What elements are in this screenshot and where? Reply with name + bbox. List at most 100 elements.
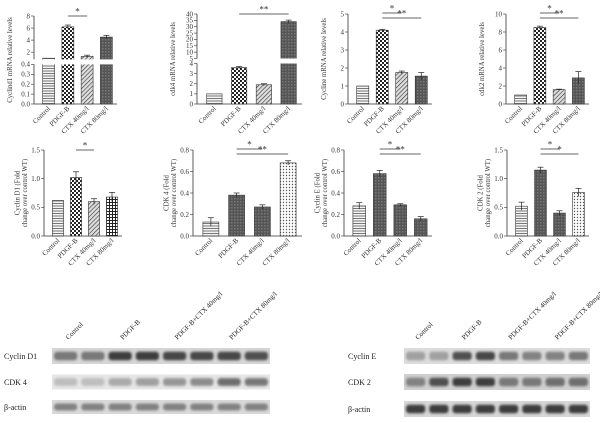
y-axis-label-line: CDK 2 (Fold [477,174,484,210]
y-tick-label: 0.2 [21,81,30,89]
y-tick-label: 0 [341,100,345,108]
blot-band [522,377,542,387]
blot-band [406,404,426,414]
significance-label: * [557,145,562,155]
bar-ctx-80mg-l [100,36,113,105]
y-tick-label: 0.4 [331,189,340,197]
y-axis-label: Cyclind1 mRNA relative levels [7,17,14,103]
blot-band [406,351,426,361]
significance-label: ** [259,5,269,15]
y-tick-label: 1 [190,90,194,98]
blot-band [545,377,565,387]
bar-ctx-80mg-l [106,196,118,237]
axis-break-gap [279,58,298,64]
blot-band [163,403,187,411]
bar-ctx-80mg-l [572,192,585,237]
blot-membrane [52,348,270,364]
y-tick-label: 0.6 [331,168,340,176]
y-tick-label: 1.0 [31,175,40,183]
y-tick-label: 1.5 [31,146,40,154]
blot-band [108,403,132,411]
axis-break-gap [99,59,114,65]
lane-label: Control [414,321,435,342]
y-tick-label: 0.0 [180,232,189,240]
bar-control [514,94,527,105]
y-tick-label: 25 [186,29,194,37]
significance-label: * [547,4,552,14]
lane-label: PDGF-B+CTX 80mg/l [553,290,600,341]
blot-band [244,378,268,386]
bar-pdgf-b [228,194,245,237]
bar-ctx-40mg-l [254,206,271,237]
y-tick-label: 40 [186,10,194,18]
bar-ctx-40mg-l [88,201,100,237]
y-tick-label: 2 [499,82,503,90]
x-tick-label: PDGF-B [217,237,240,260]
significance-label: * [247,140,252,150]
blot-band [475,351,495,361]
y-tick-label: 1.0 [494,175,503,183]
lane-label: Control [64,321,85,342]
y-tick-label: 4 [341,28,345,36]
blot-band [190,403,214,411]
blot-band [190,378,214,386]
y-axis-label: CDK 4 (Foldchange over control WT) [163,159,178,227]
y-axis-label-line: change over control WT) [171,159,178,227]
bar-pdgf-b [534,169,547,237]
bar-ctx-40mg-l [553,212,566,237]
significance-label: * [83,141,88,151]
axis-break-gap [41,59,56,65]
y-tick-label: 0.2 [180,211,189,219]
blot-band [568,351,588,361]
lane-label: PDGF-B+CTX 40mg/l [173,290,224,341]
significance-label: ** [258,145,268,155]
western-blot-2: Control PDGF-B PDGF-B+CTX 40mg/lPDGF-B+CTX… [348,290,600,417]
y-tick-label: 8 [27,12,31,20]
y-tick-label: 4 [27,36,31,44]
blot-band [163,351,187,361]
y-axis-label: Cyclin D1 (Foldchange over control WT) [14,159,29,227]
blot-band [522,351,542,361]
bar-ctx-40mg-l [393,204,407,237]
blot-band [135,378,159,386]
y-axis-label-line: Cyclin E (Fold [314,172,321,213]
x-tick-label: PDGF-B [219,105,242,128]
y-axis-label: cdk4 mRNA relative levels [170,22,177,96]
blot-band [475,377,495,387]
band-label: CDK 2 [348,378,371,387]
y-tick-label: 4 [499,64,503,72]
blot-band [163,378,187,386]
chart-1: 0.0 0.10.2 0.3 0.4 2 4 6 8 Cyclind1 mRNA relativ… [7,7,117,136]
blot-band [452,377,472,387]
blot-band [406,377,426,387]
band-label: Cyclin E [348,352,376,361]
y-tick-label: 0.0 [31,232,40,240]
blot-band [499,377,519,387]
lane-label: PDGF-B+CTX 80mg/l [228,290,279,341]
y-axis-label: Cyclin E (Foldchange over control WT) [314,159,329,227]
y-tick-label: 0.3 [21,71,30,79]
blot-band [54,351,78,361]
y-tick-label: 5 [190,55,194,63]
blot-band [499,404,519,414]
blot-band [217,378,241,386]
significance-label: * [388,140,393,150]
y-tick-label: 1 [341,82,345,90]
bar-pdgf-b [373,173,387,237]
y-tick-label: 0 [190,100,194,108]
y-tick-label: 4 [190,60,194,68]
blot-band [244,403,268,411]
blot-band [522,404,542,414]
band-label: β-actin [348,405,370,414]
blot-membrane [52,374,270,390]
bar-control [52,200,64,237]
blot-band [429,404,449,414]
blot-band [429,377,449,387]
